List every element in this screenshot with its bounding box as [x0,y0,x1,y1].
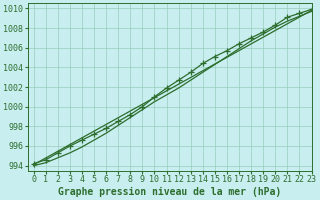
X-axis label: Graphe pression niveau de la mer (hPa): Graphe pression niveau de la mer (hPa) [58,186,281,197]
